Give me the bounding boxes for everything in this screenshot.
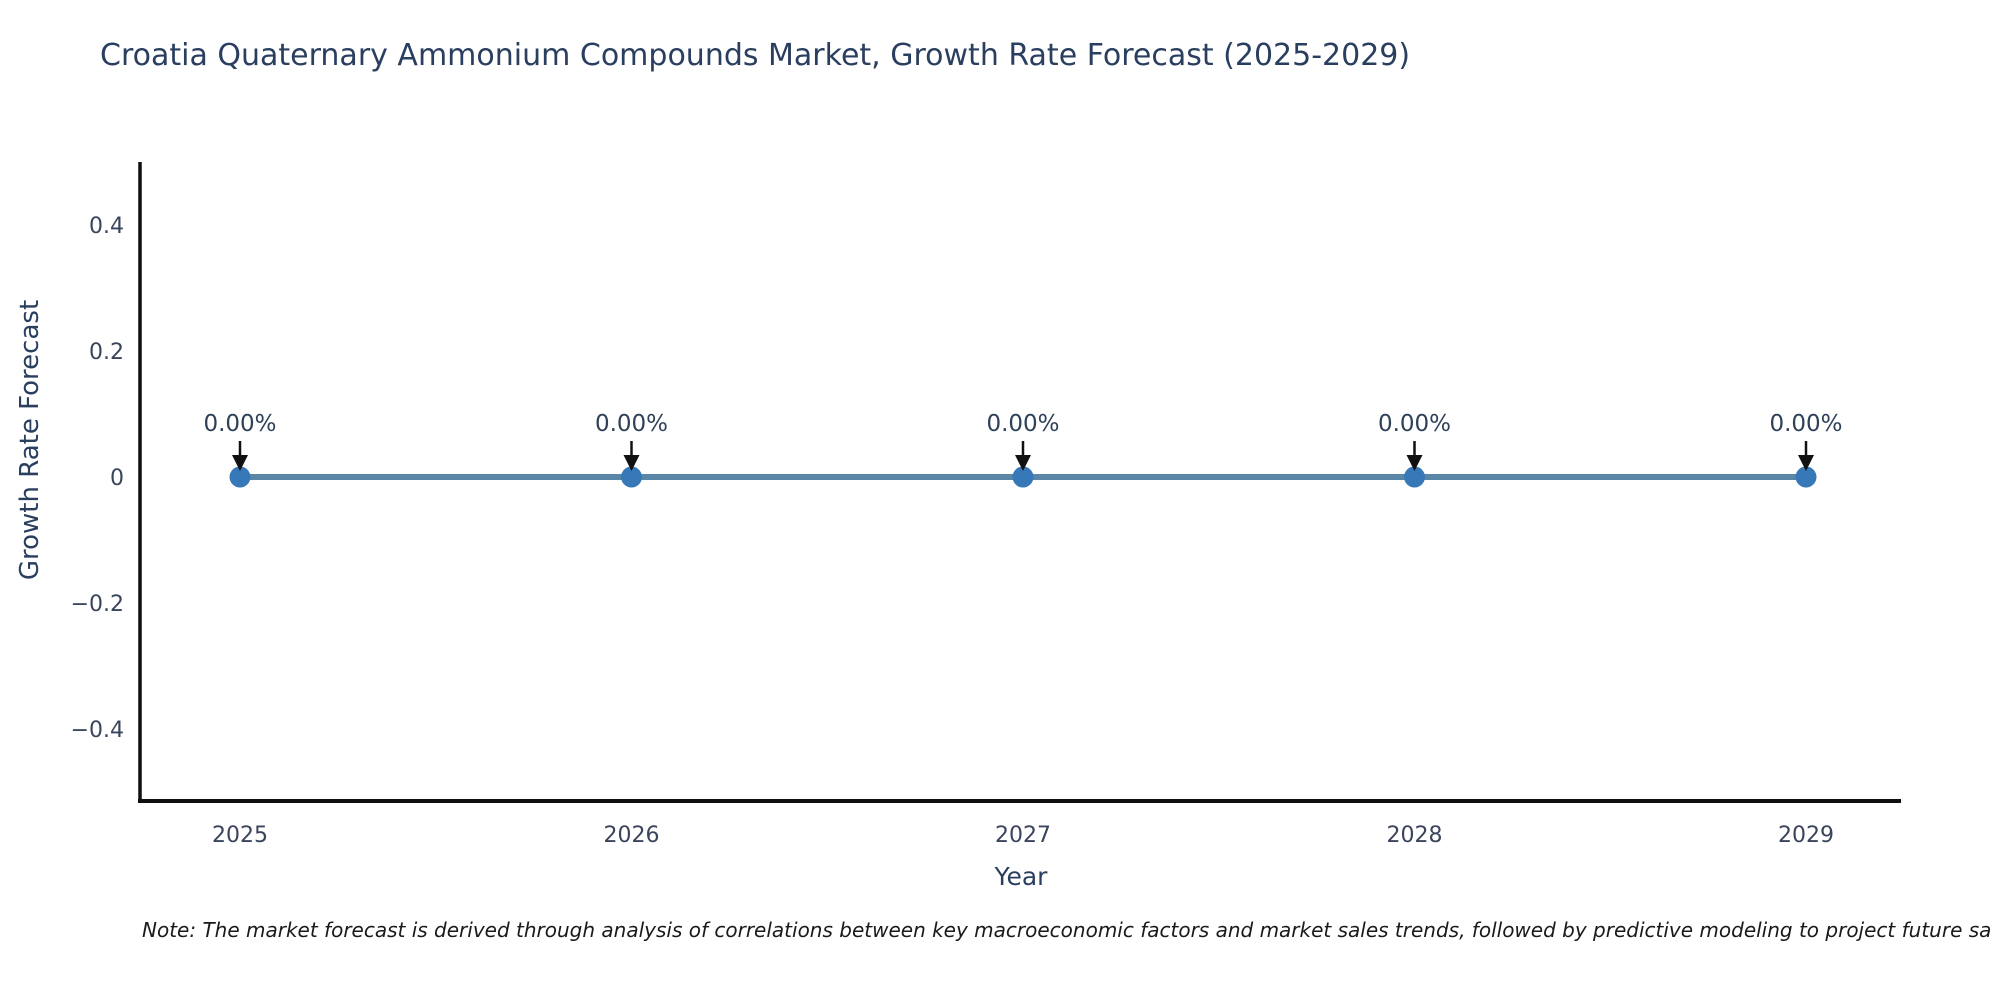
- data-point-label: 0.00%: [1769, 411, 1842, 437]
- data-point-label: 0.00%: [986, 411, 1059, 437]
- annotation-arrowhead-icon: [1798, 455, 1814, 471]
- annotation-arrowhead-icon: [1015, 455, 1031, 471]
- data-point-label: 0.00%: [203, 411, 276, 437]
- x-tick-label: 2029: [1778, 823, 1834, 848]
- annotation-arrowhead-icon: [1406, 455, 1423, 471]
- x-tick-label: 2028: [1387, 823, 1443, 848]
- annotation-arrowhead-icon: [232, 455, 248, 471]
- data-point-marker: [621, 466, 642, 488]
- chart-title: Croatia Quaternary Ammonium Compounds Ma…: [100, 38, 1411, 73]
- data-point-marker: [229, 466, 251, 488]
- y-tick-label: 0.2: [89, 340, 124, 365]
- data-point-marker: [1012, 466, 1034, 488]
- data-point-marker: [1404, 466, 1425, 488]
- y-tick-label: 0.4: [89, 214, 124, 239]
- x-tick-label: 2027: [995, 823, 1051, 848]
- data-point-marker: [1795, 466, 1817, 488]
- y-tick-label: 0: [110, 466, 124, 491]
- y-tick-label: −0.2: [71, 592, 124, 617]
- data-point-label: 0.00%: [595, 411, 668, 437]
- annotation-arrowhead-icon: [623, 455, 640, 471]
- footnote: Note: The market forecast is derived thr…: [142, 918, 1992, 942]
- y-tick-label: −0.4: [71, 718, 124, 743]
- data-point-label: 0.00%: [1378, 411, 1451, 437]
- x-axis-title: Year: [994, 862, 1048, 891]
- x-tick-label: 2025: [212, 823, 268, 848]
- x-tick-label: 2026: [604, 823, 660, 848]
